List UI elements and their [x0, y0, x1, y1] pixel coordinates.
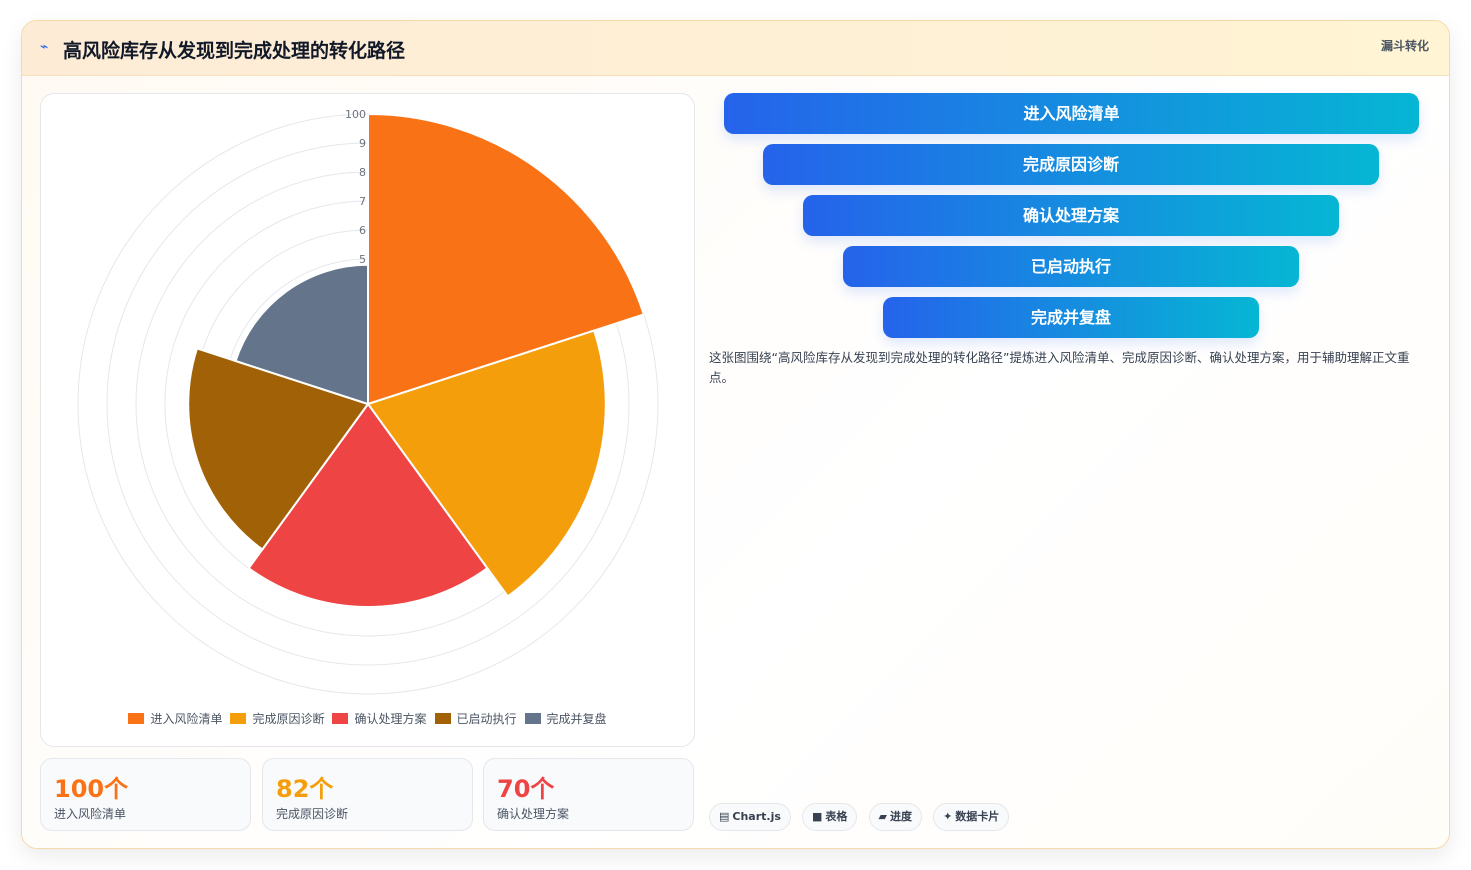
- stat-value: 70个: [497, 775, 555, 803]
- legend-item[interactable]: 完成并复盘: [524, 710, 607, 727]
- chip-label: 进度: [889, 810, 912, 823]
- legend-label: 完成并复盘: [546, 712, 607, 726]
- polar-slice[interactable]: [367, 112, 646, 406]
- legend-item[interactable]: 已启动执行: [434, 710, 517, 727]
- chip-data-card[interactable]: ✦ 数据卡片: [933, 803, 1010, 831]
- funnel-stage-2[interactable]: 完成原因诊断: [763, 144, 1379, 185]
- legend-swatch: [332, 713, 349, 724]
- stat-label: 完成原因诊断: [276, 807, 349, 821]
- chip-chartjs[interactable]: ▤ Chart.js: [709, 803, 791, 831]
- polar-slice[interactable]: [247, 402, 489, 608]
- polar-slice[interactable]: [187, 347, 370, 551]
- chart-panel: 5 6 7 8 9 100 进入风险清单 完成原因诊断 确认处理方案 已启动执行 完成并复盘: [40, 93, 695, 747]
- feature-chips: ▤ Chart.js ■ 表格 ▰ 进度 ✦ 数据卡片: [709, 803, 1015, 831]
- polar-slice[interactable]: [234, 263, 369, 406]
- legend-item[interactable]: 确认处理方案: [332, 710, 427, 727]
- chip-label: 表格: [825, 810, 848, 823]
- polar-area-chart: 5 6 7 8 9 100: [77, 108, 659, 695]
- legend-item[interactable]: 完成原因诊断: [230, 710, 324, 727]
- r-tick-label: 100: [345, 108, 366, 121]
- report-card: ⌁ 高风险库存从发现到完成处理的转化路径 漏斗转化 5 6 7 8 9 100 进入风险清…: [21, 20, 1450, 849]
- chart-icon: ▤: [719, 810, 730, 823]
- chart-icon: ⌁: [40, 39, 49, 55]
- stat-label: 确认处理方案: [497, 807, 570, 821]
- funnel-stage-4[interactable]: 已启动执行: [843, 246, 1299, 287]
- stat-label: 进入风险清单: [54, 807, 127, 821]
- r-tick-label: 7: [359, 195, 366, 208]
- chip-label: 数据卡片: [955, 810, 1000, 823]
- r-tick-label: 5: [359, 253, 366, 266]
- funnel-stage-5[interactable]: 完成并复盘: [883, 297, 1259, 338]
- r-tick-label: 8: [359, 166, 366, 179]
- legend-swatch: [230, 713, 247, 724]
- legend-label: 已启动执行: [456, 712, 517, 726]
- polar-slice[interactable]: [366, 329, 607, 598]
- chart-type-tag: 漏斗转化: [1380, 39, 1429, 53]
- chip-progress[interactable]: ▰ 进度: [868, 803, 922, 831]
- stat-card-3: 70个 确认处理方案: [483, 758, 694, 831]
- legend-label: 完成原因诊断: [252, 712, 325, 726]
- card-title: 高风险库存从发现到完成处理的转化路径: [63, 40, 406, 62]
- legend-swatch: [128, 713, 145, 724]
- r-tick-label: 9: [359, 137, 366, 150]
- funnel-stage-3[interactable]: 确认处理方案: [803, 195, 1339, 236]
- legend-swatch: [524, 713, 541, 724]
- card-header: ⌁ 高风险库存从发现到完成处理的转化路径 漏斗转化: [22, 21, 1449, 76]
- funnel-stage-1[interactable]: 进入风险清单: [724, 93, 1419, 134]
- stat-value: 100个: [54, 775, 129, 803]
- chip-table[interactable]: ■ 表格: [802, 803, 858, 831]
- legend-item[interactable]: 进入风险清单: [128, 710, 222, 727]
- r-tick-label: 6: [359, 224, 366, 237]
- legend-label: 进入风险清单: [150, 712, 223, 726]
- progress-icon: ▰: [878, 810, 887, 823]
- stat-card-2: 82个 完成原因诊断: [262, 758, 473, 831]
- stat-value: 82个: [276, 775, 334, 803]
- chart-legend: 进入风险清单 完成原因诊断 确认处理方案 已启动执行 完成并复盘: [41, 710, 694, 727]
- stat-card-1: 100个 进入风险清单: [40, 758, 251, 831]
- legend-swatch: [434, 713, 451, 724]
- legend-label: 确认处理方案: [354, 712, 427, 726]
- sparkle-icon: ✦: [943, 810, 953, 823]
- chart-description: 这张图围绕“高风险库存从发现到完成处理的转化路径”提炼进入风险清单、完成原因诊断…: [709, 350, 1410, 385]
- chip-label: Chart.js: [732, 810, 781, 823]
- table-icon: ■: [812, 810, 823, 823]
